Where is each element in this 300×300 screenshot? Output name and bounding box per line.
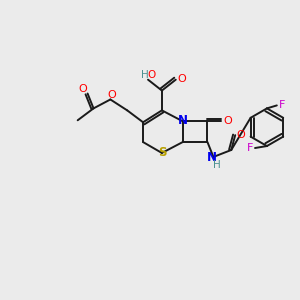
Text: F: F — [247, 143, 253, 153]
Text: O: O — [177, 74, 186, 84]
Text: O: O — [223, 116, 232, 126]
Text: S: S — [158, 146, 166, 160]
Text: O: O — [78, 84, 87, 94]
Text: O: O — [107, 89, 116, 100]
Text: O: O — [148, 70, 156, 80]
Text: H: H — [141, 70, 149, 80]
Text: O: O — [237, 130, 245, 140]
Text: F: F — [279, 100, 285, 110]
Text: N: N — [206, 152, 216, 164]
Text: H: H — [212, 160, 220, 170]
Text: N: N — [178, 114, 188, 127]
